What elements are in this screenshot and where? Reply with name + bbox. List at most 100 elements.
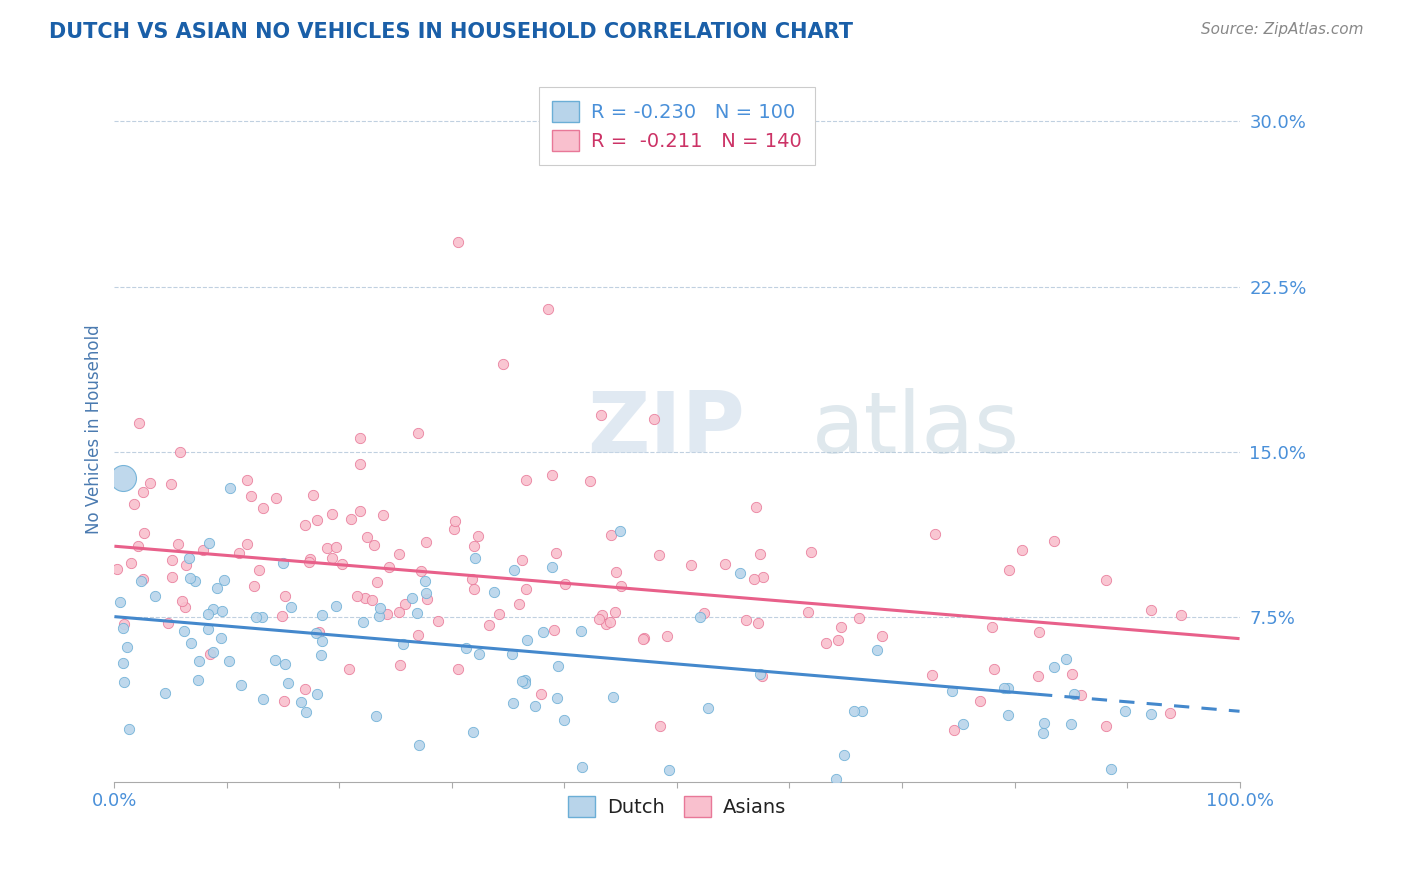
Point: [1056, 652, 1078, 666]
Point: [870, 629, 893, 643]
Point: [643, 411, 665, 425]
Point: [745, 500, 768, 515]
Point: [352, 615, 374, 629]
Point: [321, 508, 343, 522]
Point: [1114, 704, 1136, 718]
Point: [443, 522, 465, 536]
Point: [523, 699, 546, 714]
Point: [180, 636, 202, 650]
Point: [603, 605, 626, 619]
Point: [298, 555, 321, 569]
Point: [408, 738, 430, 752]
Point: [309, 648, 332, 662]
Point: [588, 612, 610, 626]
Point: [105, 562, 128, 576]
Point: [143, 589, 166, 603]
Text: atlas: atlas: [813, 388, 1019, 471]
Point: [1043, 533, 1066, 548]
Point: [179, 571, 201, 585]
Point: [491, 357, 513, 371]
Point: [177, 550, 200, 565]
Point: [747, 616, 769, 631]
Point: [167, 537, 190, 551]
Point: [969, 694, 991, 708]
Point: [749, 666, 772, 681]
Point: [174, 600, 197, 615]
Point: [187, 673, 209, 687]
Point: [515, 582, 537, 596]
Point: [513, 675, 536, 690]
Point: [160, 476, 183, 491]
Point: [110, 595, 132, 609]
Point: [239, 489, 262, 503]
Point: [413, 574, 436, 588]
Point: [170, 594, 193, 608]
Point: [851, 704, 873, 718]
Text: Source: ZipAtlas.com: Source: ZipAtlas.com: [1201, 22, 1364, 37]
Point: [461, 573, 484, 587]
Point: [997, 708, 1019, 723]
Point: [252, 692, 274, 706]
Point: [245, 610, 267, 624]
Point: [375, 607, 398, 621]
Point: [128, 416, 150, 430]
Point: [464, 551, 486, 566]
Point: [921, 667, 943, 681]
Point: [373, 508, 395, 522]
Point: [595, 617, 617, 632]
Point: [337, 662, 360, 676]
Point: [305, 687, 328, 701]
Point: [541, 468, 564, 483]
Point: [1062, 667, 1084, 681]
Point: [605, 565, 627, 579]
Point: [280, 600, 302, 615]
Point: [207, 582, 229, 596]
Point: [463, 725, 485, 739]
Point: [602, 690, 624, 704]
Point: [264, 653, 287, 667]
Point: [415, 535, 437, 549]
Point: [658, 764, 681, 778]
Point: [467, 647, 489, 661]
Point: [353, 591, 375, 605]
Point: [184, 574, 207, 588]
Point: [290, 695, 312, 709]
Point: [197, 623, 219, 637]
Point: [488, 607, 510, 621]
Point: [134, 526, 156, 541]
Point: [160, 570, 183, 584]
Point: [295, 705, 318, 719]
Point: [530, 687, 553, 701]
Point: [346, 589, 368, 603]
Point: [1140, 706, 1163, 721]
Point: [218, 654, 240, 668]
Point: [408, 425, 430, 440]
Point: [599, 615, 621, 629]
Point: [825, 772, 848, 787]
Point: [1042, 660, 1064, 674]
Point: [368, 601, 391, 615]
Point: [427, 614, 450, 628]
Point: [388, 657, 411, 672]
Point: [540, 560, 562, 574]
Point: [218, 481, 240, 495]
Point: [228, 546, 250, 560]
Point: [191, 543, 214, 558]
Point: [1159, 706, 1181, 721]
Point: [264, 491, 287, 506]
Point: [388, 547, 411, 561]
Point: [510, 552, 533, 566]
Point: [924, 527, 946, 541]
Point: [848, 611, 870, 625]
Point: [311, 608, 333, 623]
Point: [1026, 669, 1049, 683]
Point: [508, 598, 530, 612]
Point: [235, 537, 257, 551]
Point: [1063, 687, 1085, 701]
Point: [139, 476, 162, 491]
Point: [502, 697, 524, 711]
Point: [299, 552, 322, 566]
Point: [349, 457, 371, 471]
Point: [250, 609, 273, 624]
Point: [553, 713, 575, 727]
